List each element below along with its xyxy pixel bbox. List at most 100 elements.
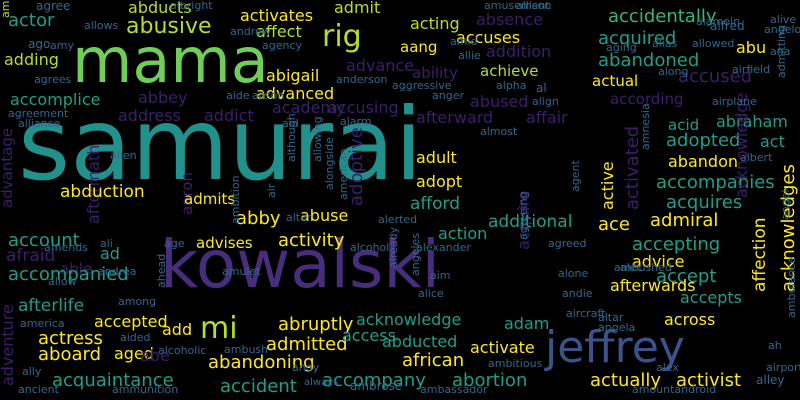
- word-albright: albright: [170, 0, 213, 12]
- word-along: along: [658, 65, 689, 78]
- word-abandon: abandon: [668, 152, 738, 171]
- word-aging: aging: [606, 41, 637, 54]
- word-alley: alley: [756, 373, 785, 387]
- word-actor: actor: [8, 10, 55, 31]
- word-albert: albert: [740, 151, 773, 164]
- word-amnesia: amnesia: [639, 103, 652, 150]
- word-advance: advance: [346, 56, 415, 75]
- word-ammunition: ammunition: [112, 383, 179, 396]
- word-allison: allison: [516, 0, 552, 12]
- word-angeles: angeles: [409, 232, 422, 276]
- word-angela: angela: [598, 321, 636, 334]
- word-acknowledge: acknowledge: [732, 92, 751, 198]
- word-ambassador: ambassador: [420, 383, 488, 396]
- word-activist: activist: [676, 370, 742, 391]
- word-already: already: [387, 226, 400, 268]
- word-agent: agent: [569, 160, 582, 192]
- word-acquired: acquired: [598, 28, 677, 49]
- word-abusive: abusive: [126, 14, 212, 39]
- word-abandoning: abandoning: [208, 352, 315, 373]
- word-accuses: accuses: [456, 28, 521, 47]
- word-abducted: abducted: [382, 332, 458, 351]
- word-amountandroid: amountandroid: [632, 383, 717, 396]
- word-able: able: [60, 260, 93, 278]
- word-rig: rig: [322, 19, 362, 54]
- word-act: act: [760, 132, 785, 151]
- word-al: al: [536, 81, 547, 95]
- word-actress: actress: [38, 328, 103, 349]
- word-addition: addition: [486, 42, 552, 61]
- word-alex: alex: [656, 361, 679, 374]
- word-ambushed: ambushed: [614, 261, 672, 274]
- word-anderson: anderson: [336, 73, 388, 86]
- word-agreement: agreement: [8, 107, 69, 120]
- word-acquaintance: acquaintance: [52, 370, 174, 391]
- word-ali: ali: [100, 237, 113, 250]
- word-ana: ana: [770, 45, 791, 58]
- word-admitting: admitting: [775, 24, 788, 78]
- word-academy: academy: [272, 98, 346, 117]
- word-always: always: [304, 377, 339, 388]
- word-alice: alice: [418, 287, 444, 300]
- word-allowed: allowed: [692, 37, 735, 50]
- word-agreed: agreed: [548, 237, 587, 250]
- word-adam: adam: [504, 314, 550, 333]
- word-angel: angel: [779, 189, 792, 220]
- word-ancient: ancient: [18, 383, 59, 396]
- word-actually: actually: [590, 370, 662, 391]
- word-abbey: abbey: [138, 88, 188, 107]
- word-acting: acting: [410, 14, 460, 33]
- word-ambitious: ambitious: [488, 357, 543, 370]
- word-agreeing: agreeing: [517, 191, 530, 240]
- word-mi: mi: [200, 311, 238, 346]
- word-aboard: aboard: [38, 344, 102, 365]
- word-airplane: airplane: [712, 95, 757, 108]
- word-abraham: abraham: [716, 112, 788, 131]
- word-aid: aid: [282, 117, 299, 130]
- word-african: african: [402, 350, 465, 371]
- word-ability: ability: [412, 64, 458, 82]
- word-affection: affection: [750, 217, 770, 293]
- word-aide: aide: [226, 89, 250, 102]
- word-alec: alec: [620, 261, 643, 274]
- word-across: across: [664, 310, 716, 329]
- word-andie: andie: [562, 287, 593, 300]
- word-advanced: advanced: [256, 84, 335, 103]
- word-ahead: ahead: [155, 253, 168, 288]
- word-adopted: adopted: [666, 130, 741, 151]
- word-acid: acid: [668, 116, 700, 134]
- word-activity: activity: [278, 230, 345, 251]
- word-agency: agency: [262, 39, 303, 52]
- word-amends: amends: [44, 241, 88, 254]
- word-affair: affair: [526, 108, 568, 127]
- word-aided: aided: [120, 331, 151, 344]
- word-samurai: samurai: [18, 86, 423, 203]
- word-admit: admit: [334, 0, 381, 17]
- word-alcohol: alcohol: [350, 241, 390, 254]
- word-among: among: [118, 295, 157, 308]
- word-abby: abby: [236, 208, 281, 229]
- word-aang: aang: [400, 38, 438, 56]
- word-admitted: admitted: [266, 334, 348, 355]
- word-abortion: abortion: [452, 370, 528, 391]
- word-alliance: alliance: [18, 117, 61, 130]
- word-accidentally: accidentally: [608, 6, 717, 27]
- word-afford: afford: [410, 194, 461, 214]
- word-alcoholic: alcoholic: [158, 344, 207, 357]
- word-activate: activate: [470, 338, 535, 357]
- word-accident: accident: [220, 376, 297, 397]
- word-accepts: accepts: [680, 288, 743, 307]
- word-accomplice: accomplice: [10, 90, 101, 109]
- word-ad: ad: [100, 244, 120, 263]
- word-agree: agree: [36, 0, 71, 13]
- word-anger: anger: [432, 89, 464, 102]
- word-abused: abused: [470, 92, 529, 111]
- word-aged: aged: [114, 344, 154, 363]
- word-accusing: accusing: [328, 98, 399, 117]
- word-afterlife: afterlife: [18, 296, 85, 316]
- word-adopt: adopt: [416, 172, 463, 191]
- word-abigail: abigail: [266, 66, 320, 85]
- word-agrees: agrees: [34, 73, 72, 86]
- word-air: air: [265, 183, 278, 198]
